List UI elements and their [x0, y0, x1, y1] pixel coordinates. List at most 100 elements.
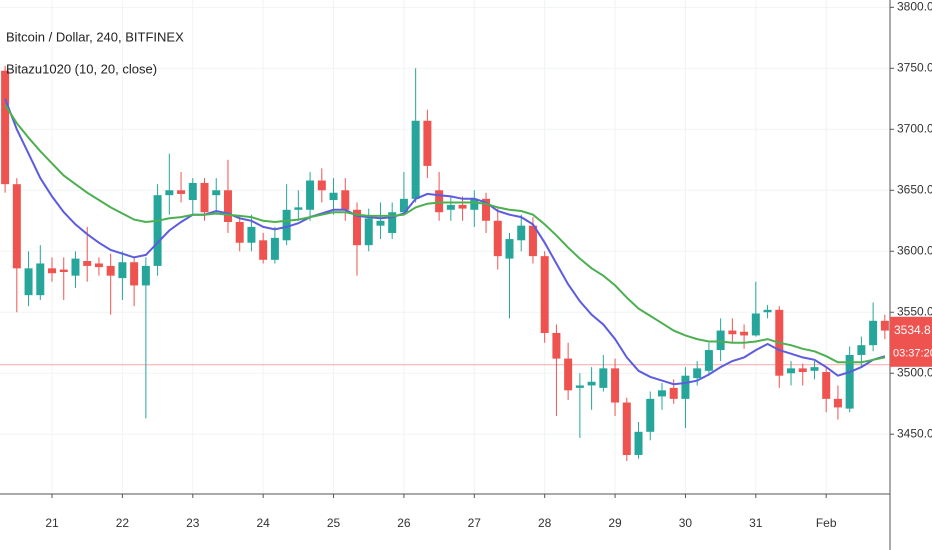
candle-body — [376, 220, 385, 226]
candle-body — [12, 184, 21, 269]
grid — [0, 0, 890, 494]
candle-body — [634, 431, 643, 455]
axes: 3450.0 3500.0 3550.0 3600.0 3650.0 3700.0 3750… — [45, 0, 932, 530]
candle-body — [118, 262, 127, 279]
candle-body — [48, 268, 57, 274]
candle-body — [787, 368, 796, 374]
candle-body — [822, 372, 831, 399]
x-tick-label: Feb — [816, 516, 837, 530]
y-tick-label: 3700.0 — [897, 121, 932, 135]
candle-body — [399, 198, 408, 213]
candle-body — [669, 387, 678, 399]
candle-body — [106, 265, 115, 276]
candle-body — [282, 209, 291, 241]
candle-body — [364, 218, 373, 246]
x-tick-label: 31 — [749, 516, 763, 530]
y-tick-label: 3500.0 — [897, 365, 932, 379]
candle-body — [517, 225, 526, 241]
candle-body — [810, 367, 819, 371]
candle-body — [857, 345, 866, 355]
candle-body — [411, 120, 420, 199]
candle-body — [353, 209, 361, 246]
candle-body — [646, 398, 655, 432]
candle-body — [763, 309, 772, 313]
x-tick-label: 21 — [45, 516, 59, 530]
candle-body — [165, 190, 174, 196]
candle-body — [59, 269, 68, 273]
candle-body — [247, 226, 256, 243]
candle-body — [177, 190, 186, 194]
candle-body — [798, 368, 807, 373]
candle-body — [317, 180, 326, 191]
candle-body — [212, 190, 221, 196]
candle-body — [540, 256, 549, 333]
y-tick-label: 3650.0 — [897, 182, 932, 196]
candle-body — [599, 368, 608, 388]
candle-body — [188, 182, 197, 201]
candle-body — [728, 330, 737, 335]
y-tick-label: 3750.0 — [897, 60, 932, 74]
candle-body — [153, 195, 162, 266]
last-price-badge — [890, 316, 932, 367]
candle-body — [575, 385, 584, 388]
candle-body — [435, 190, 444, 213]
candle-body — [587, 381, 596, 386]
candle-body — [869, 320, 878, 346]
candle-body — [446, 204, 455, 210]
indicator-title: Bitazu1020 (10, 20, close) — [6, 61, 157, 76]
candle-body — [458, 204, 467, 209]
candle-body — [493, 220, 502, 257]
candle-body — [71, 258, 80, 276]
x-tick-label: 28 — [538, 516, 552, 530]
x-tick-label: 24 — [256, 516, 270, 530]
x-tick-label: 25 — [327, 516, 341, 530]
candle-body — [36, 263, 45, 296]
candle-body — [528, 225, 537, 257]
candle-body — [845, 354, 854, 409]
candle-body — [657, 390, 666, 397]
candle-body — [693, 368, 702, 379]
candle-body — [200, 182, 209, 213]
candle-body — [833, 398, 842, 408]
moving-average-line — [4, 104, 886, 364]
candle-body — [83, 261, 92, 266]
candle-body — [1, 70, 10, 185]
candle-body — [681, 375, 690, 399]
candle-body — [388, 212, 397, 233]
candle-body — [880, 320, 889, 331]
candle-body — [505, 239, 514, 259]
x-tick-label: 26 — [397, 516, 411, 530]
x-tick-label: 27 — [468, 516, 482, 530]
candle-body — [482, 198, 491, 221]
y-tick-label: 3600.0 — [897, 243, 932, 257]
candle-body — [235, 221, 244, 243]
x-tick-label: 29 — [608, 516, 622, 530]
countdown-label: 03:37:20 — [893, 348, 932, 360]
y-tick-label: 3800.0 — [897, 0, 932, 13]
chart-title: Bitcoin / Dollar, 240, BITFINEX — [6, 29, 184, 44]
candle-body — [564, 358, 573, 391]
candle-body — [259, 240, 268, 260]
candle-body — [740, 331, 749, 336]
candle-body — [329, 192, 338, 201]
candle-body — [751, 313, 760, 336]
moving-average-line — [4, 98, 886, 386]
candle-body — [622, 402, 631, 455]
x-tick-label: 22 — [116, 516, 130, 530]
x-tick-label: 23 — [186, 516, 200, 530]
candle-body — [141, 265, 150, 286]
y-tick-label: 3550.0 — [897, 304, 932, 318]
candle-body — [130, 262, 139, 286]
candle-body — [716, 330, 725, 351]
candle-body — [341, 190, 350, 210]
candle-body — [611, 368, 620, 403]
candle-body — [470, 198, 479, 210]
candle-body — [704, 350, 713, 371]
candle-body — [270, 237, 279, 260]
candle-body — [306, 180, 315, 210]
candle-body — [423, 120, 432, 166]
candle-body — [552, 332, 561, 359]
candle-body — [94, 263, 103, 268]
